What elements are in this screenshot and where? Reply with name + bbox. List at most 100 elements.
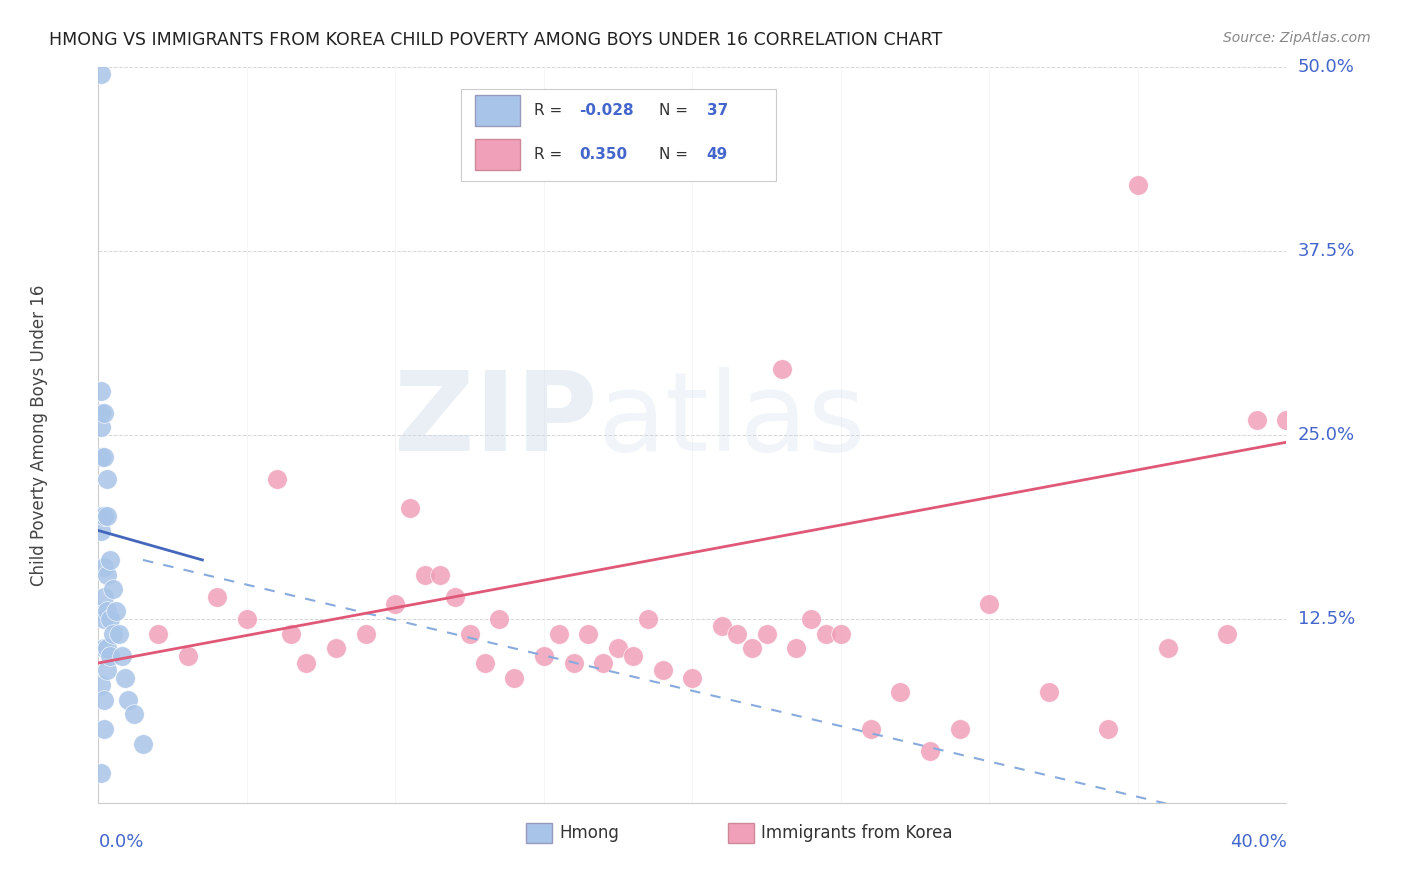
Point xyxy=(1216,626,1239,640)
Point xyxy=(711,619,734,633)
Point xyxy=(117,692,139,706)
Point xyxy=(90,524,112,538)
Text: R =: R = xyxy=(534,103,568,118)
Point xyxy=(413,567,436,582)
Point xyxy=(547,626,569,640)
Point xyxy=(755,626,778,640)
Bar xyxy=(526,822,553,843)
Point xyxy=(98,648,121,663)
Point xyxy=(607,641,630,656)
Text: R =: R = xyxy=(534,147,572,162)
Point xyxy=(443,590,465,604)
Text: HMONG VS IMMIGRANTS FROM KOREA CHILD POVERTY AMONG BOYS UNDER 16 CORRELATION CHA: HMONG VS IMMIGRANTS FROM KOREA CHILD POV… xyxy=(49,31,942,49)
Point xyxy=(103,582,125,597)
Point xyxy=(176,648,198,663)
Point xyxy=(1038,685,1060,699)
Point xyxy=(651,664,673,678)
Bar xyxy=(475,95,520,126)
Text: Child Poverty Among Boys Under 16: Child Poverty Among Boys Under 16 xyxy=(30,285,48,585)
Point xyxy=(96,567,118,582)
Point xyxy=(578,626,600,640)
Text: 25.0%: 25.0% xyxy=(1298,425,1355,444)
Text: N =: N = xyxy=(659,147,693,162)
Point xyxy=(111,648,134,663)
Point xyxy=(93,590,115,604)
Point xyxy=(830,626,852,640)
Point xyxy=(96,664,118,678)
Point xyxy=(114,671,136,685)
Point xyxy=(90,384,112,398)
Point xyxy=(96,508,118,523)
Point xyxy=(93,450,115,464)
Text: 40.0%: 40.0% xyxy=(1230,833,1286,851)
Text: Source: ZipAtlas.com: Source: ZipAtlas.com xyxy=(1223,31,1371,45)
Point xyxy=(979,597,1001,611)
Text: 12.5%: 12.5% xyxy=(1298,610,1355,628)
Point xyxy=(681,671,703,685)
Point xyxy=(280,626,302,640)
Text: 49: 49 xyxy=(707,147,728,162)
Point xyxy=(429,567,451,582)
Point xyxy=(1097,723,1119,737)
Point xyxy=(741,641,763,656)
Point xyxy=(725,626,748,640)
Point xyxy=(93,406,115,420)
Point xyxy=(90,605,112,619)
Point xyxy=(562,656,585,670)
Point xyxy=(295,656,318,670)
Point xyxy=(637,612,659,626)
Point xyxy=(785,641,807,656)
Point xyxy=(325,641,347,656)
Point xyxy=(132,737,155,751)
FancyBboxPatch shape xyxy=(461,89,776,181)
Text: 37: 37 xyxy=(707,103,728,118)
Point xyxy=(90,450,112,464)
Point xyxy=(98,553,121,567)
Point xyxy=(266,472,288,486)
Point xyxy=(96,641,118,656)
Point xyxy=(236,612,259,626)
Bar xyxy=(475,139,520,170)
Point xyxy=(399,501,422,516)
Text: Immigrants from Korea: Immigrants from Korea xyxy=(762,824,953,842)
Point xyxy=(458,626,481,640)
Point xyxy=(93,641,115,656)
Point xyxy=(1156,641,1178,656)
Point xyxy=(533,648,555,663)
Point xyxy=(205,590,228,604)
Point xyxy=(90,508,112,523)
Point xyxy=(108,626,131,640)
Point xyxy=(90,420,112,434)
Point xyxy=(949,723,972,737)
Text: 0.350: 0.350 xyxy=(579,147,627,162)
Point xyxy=(96,472,118,486)
Text: 0.0%: 0.0% xyxy=(98,833,143,851)
Point xyxy=(815,626,838,640)
Point xyxy=(122,707,145,722)
Point xyxy=(1246,413,1268,427)
Point xyxy=(105,605,128,619)
Text: 50.0%: 50.0% xyxy=(1298,58,1354,76)
Point xyxy=(90,67,112,81)
Text: -0.028: -0.028 xyxy=(579,103,634,118)
Point xyxy=(859,723,882,737)
Point xyxy=(920,744,942,758)
Point xyxy=(354,626,377,640)
Point xyxy=(1275,413,1298,427)
Point xyxy=(90,678,112,692)
Point xyxy=(621,648,644,663)
Point xyxy=(93,508,115,523)
Text: Hmong: Hmong xyxy=(560,824,619,842)
Point xyxy=(98,612,121,626)
Point xyxy=(800,612,823,626)
Point xyxy=(474,656,496,670)
Point xyxy=(488,612,510,626)
Point xyxy=(146,626,169,640)
Point xyxy=(90,766,112,780)
Point xyxy=(384,597,406,611)
Point xyxy=(1126,178,1149,192)
Point xyxy=(93,692,115,706)
Point xyxy=(103,626,125,640)
Point xyxy=(592,656,614,670)
Point xyxy=(889,685,911,699)
